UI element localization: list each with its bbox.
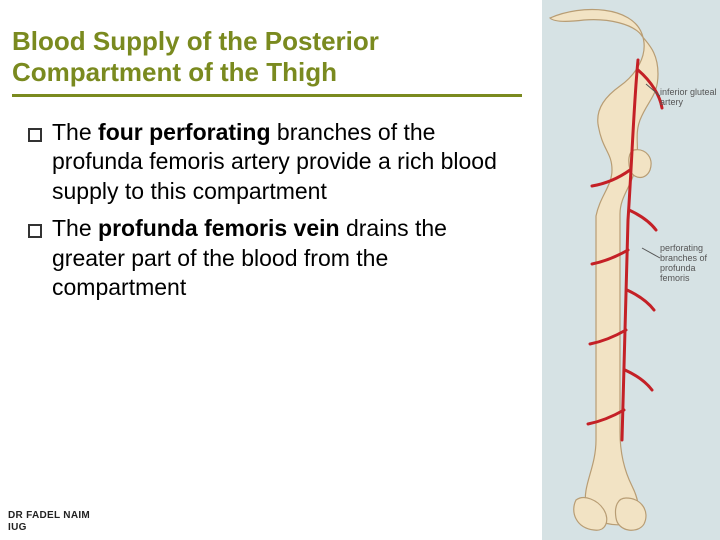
- bullet-item: The profunda femoris vein drains the gre…: [24, 214, 524, 302]
- anatomy-image: inferior gluteal artery perforating bran…: [542, 0, 720, 540]
- bullet-item: The four perforating branches of the pro…: [24, 118, 524, 206]
- image-label: perforating branches of profunda femoris: [660, 244, 720, 284]
- bullet-text-pre: The: [52, 119, 98, 145]
- slide-title: Blood Supply of the Posterior Compartmen…: [12, 26, 522, 88]
- slide: { "title": { "text": "Blood Supply of th…: [0, 0, 720, 540]
- title-underline: [12, 94, 522, 97]
- bullet-text-bold: profunda femoris vein: [98, 215, 340, 241]
- slide-title-block: Blood Supply of the Posterior Compartmen…: [12, 26, 522, 97]
- body-text-block: The four perforating branches of the pro…: [24, 118, 524, 311]
- image-label: inferior gluteal artery: [660, 88, 718, 108]
- footer-line-2: IUG: [8, 522, 90, 534]
- bullet-text-bold: four perforating: [98, 119, 271, 145]
- bullet-list: The four perforating branches of the pro…: [24, 118, 524, 303]
- footer-line-1: DR FADEL NAIM: [8, 510, 90, 522]
- bullet-text-pre: The: [52, 215, 98, 241]
- footer: DR FADEL NAIM IUG: [8, 510, 90, 534]
